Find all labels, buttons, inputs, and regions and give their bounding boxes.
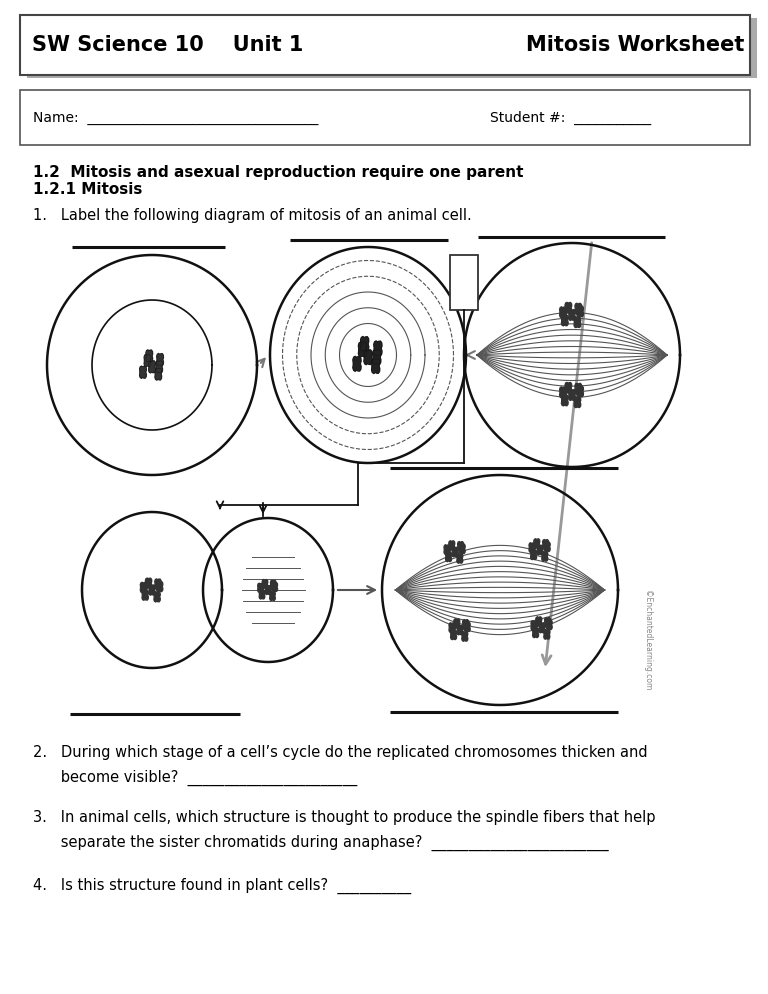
Polygon shape (154, 591, 161, 602)
Polygon shape (560, 387, 566, 398)
Polygon shape (445, 552, 452, 562)
Polygon shape (203, 518, 333, 662)
Text: 2.   During which stage of a cell’s cycle do the replicated chromosomes thicken : 2. During which stage of a cell’s cycle … (33, 745, 647, 760)
Polygon shape (561, 315, 568, 326)
Polygon shape (532, 628, 538, 637)
Polygon shape (451, 630, 456, 639)
Polygon shape (47, 255, 257, 475)
Polygon shape (464, 622, 470, 631)
Polygon shape (577, 306, 584, 317)
Polygon shape (457, 554, 463, 564)
Polygon shape (575, 384, 581, 394)
Polygon shape (272, 582, 277, 591)
Polygon shape (545, 617, 551, 627)
Text: Mitosis Worksheet: Mitosis Worksheet (525, 35, 744, 55)
Text: ©EnchantedLearning.com: ©EnchantedLearning.com (644, 590, 653, 691)
Polygon shape (258, 583, 263, 592)
Polygon shape (544, 629, 550, 639)
Polygon shape (568, 309, 575, 320)
Text: 1.   Label the following diagram of mitosis of an animal cell.: 1. Label the following diagram of mitosi… (33, 208, 472, 223)
Text: Name:  _________________________________: Name: _________________________________ (33, 111, 319, 125)
Polygon shape (372, 350, 381, 365)
Polygon shape (157, 581, 163, 591)
Polygon shape (459, 544, 465, 554)
Polygon shape (449, 623, 455, 632)
Polygon shape (141, 582, 147, 592)
Text: Student #:  ___________: Student #: ___________ (490, 111, 651, 125)
Polygon shape (539, 623, 545, 633)
Polygon shape (82, 512, 222, 668)
Polygon shape (265, 585, 271, 594)
Bar (450, 255, 478, 310)
Polygon shape (361, 337, 369, 352)
Text: 1.2.1 Mitosis: 1.2.1 Mitosis (33, 182, 142, 197)
Polygon shape (534, 539, 540, 549)
Polygon shape (561, 395, 568, 406)
Polygon shape (353, 357, 361, 371)
Bar (20, 15, 750, 75)
Polygon shape (574, 397, 581, 408)
Polygon shape (145, 579, 152, 588)
Bar (27, 18, 757, 78)
Polygon shape (458, 542, 464, 552)
Polygon shape (364, 350, 372, 365)
Bar (20, 90, 750, 145)
Polygon shape (259, 590, 265, 599)
Polygon shape (577, 386, 584, 397)
Polygon shape (270, 580, 276, 589)
Text: 1.2  Mitosis and asexual reproduction require one parent: 1.2 Mitosis and asexual reproduction req… (33, 165, 524, 180)
Polygon shape (270, 247, 466, 463)
Polygon shape (541, 552, 548, 562)
Polygon shape (146, 350, 153, 362)
Polygon shape (560, 307, 566, 318)
Polygon shape (462, 631, 468, 641)
Polygon shape (565, 383, 571, 394)
Polygon shape (142, 590, 148, 600)
Polygon shape (575, 303, 581, 314)
Polygon shape (374, 341, 382, 356)
Polygon shape (157, 354, 164, 366)
Polygon shape (531, 621, 537, 630)
Polygon shape (92, 300, 212, 430)
Polygon shape (537, 545, 543, 555)
Polygon shape (149, 584, 155, 595)
Polygon shape (270, 591, 275, 600)
Polygon shape (144, 355, 151, 367)
Polygon shape (359, 342, 366, 357)
Polygon shape (543, 540, 548, 550)
Polygon shape (372, 359, 380, 374)
Text: 3.   In animal cells, which structure is thought to produce the spindle fibers t: 3. In animal cells, which structure is t… (33, 810, 656, 825)
Polygon shape (140, 366, 147, 379)
Polygon shape (449, 541, 455, 551)
Polygon shape (536, 617, 541, 626)
Polygon shape (452, 547, 458, 557)
Polygon shape (574, 317, 581, 328)
Polygon shape (457, 625, 463, 635)
Polygon shape (155, 368, 161, 380)
Polygon shape (156, 361, 163, 373)
Polygon shape (462, 619, 468, 629)
Polygon shape (529, 543, 535, 553)
Text: 4.   Is this structure found in plant cells?  __________: 4. Is this structure found in plant cell… (33, 878, 411, 895)
Polygon shape (262, 580, 268, 588)
Polygon shape (545, 542, 550, 552)
Text: SW Science 10    Unit 1: SW Science 10 Unit 1 (32, 35, 303, 55)
Polygon shape (565, 302, 571, 313)
Polygon shape (546, 620, 552, 629)
Polygon shape (155, 579, 161, 589)
Polygon shape (382, 475, 618, 705)
Polygon shape (444, 545, 450, 555)
Polygon shape (464, 243, 680, 467)
Polygon shape (568, 390, 575, 401)
Polygon shape (454, 619, 460, 628)
Text: become visible?  _______________________: become visible? _______________________ (33, 770, 357, 786)
Polygon shape (149, 361, 155, 373)
Polygon shape (531, 550, 537, 560)
Text: separate the sister chromatids during anaphase?  ________________________: separate the sister chromatids during an… (33, 835, 608, 851)
